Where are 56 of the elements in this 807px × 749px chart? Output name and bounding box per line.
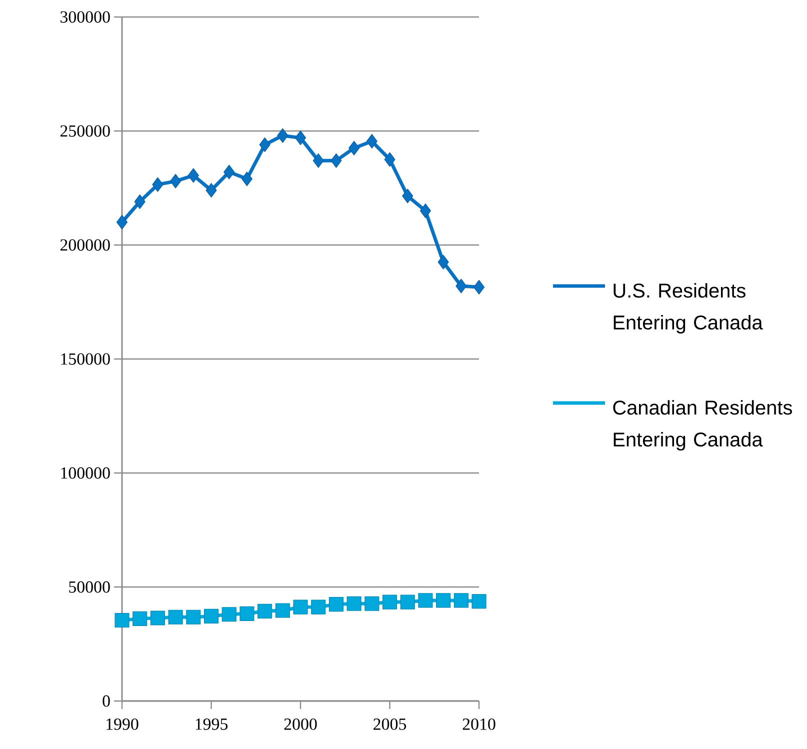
point: [150, 610, 165, 626]
point: [364, 596, 380, 611]
point: [116, 214, 128, 230]
point: [366, 134, 378, 149]
y-tick-label: 300000: [60, 11, 110, 23]
point: [472, 594, 486, 609]
point: [258, 604, 272, 618]
point: [346, 596, 362, 611]
legend-label: Canadian Residents Entering Canada: [613, 400, 792, 451]
point: [277, 128, 288, 143]
point: [382, 594, 398, 610]
point: [454, 593, 468, 608]
point: [168, 610, 183, 624]
point: [132, 611, 148, 626]
point: [224, 164, 235, 180]
point: [328, 597, 344, 612]
point: [294, 130, 306, 146]
y-tick-label: 0: [102, 695, 110, 707]
point: [134, 194, 146, 209]
y-tick-label: 50000: [69, 581, 110, 593]
point: [384, 152, 396, 167]
point: [418, 593, 433, 608]
point: [436, 593, 451, 608]
point: [420, 204, 431, 218]
point: [170, 174, 182, 188]
point: [330, 153, 342, 168]
x-tick-label: 2000: [284, 718, 317, 730]
x-tick-label: 1990: [106, 718, 138, 730]
y-tick-label: 150000: [61, 353, 110, 365]
point: [241, 172, 252, 186]
point: [438, 254, 449, 270]
point: [312, 153, 324, 168]
point: [188, 168, 199, 183]
point: [240, 606, 254, 621]
legend-label: U.S. Residents Entering Canada: [614, 283, 763, 334]
y-tick-label: 250000: [60, 125, 110, 137]
point: [402, 188, 414, 204]
point: [114, 613, 130, 628]
x-tick-label: 2010: [462, 718, 496, 730]
point: [222, 607, 236, 622]
point: [259, 137, 270, 152]
point: [348, 140, 360, 156]
y-tick-label: 100000: [61, 467, 110, 479]
point: [311, 600, 326, 614]
x-tick-label: 2005: [374, 718, 406, 730]
y-tick-label: 200000: [60, 239, 110, 251]
point: [293, 600, 308, 614]
point: [456, 278, 467, 294]
point: [275, 603, 290, 618]
point: [204, 608, 219, 624]
point: [400, 594, 415, 610]
point: [473, 280, 485, 294]
point: [152, 177, 164, 192]
x-tick-label: 1995: [196, 718, 228, 730]
point: [206, 183, 217, 198]
point: [186, 610, 201, 624]
